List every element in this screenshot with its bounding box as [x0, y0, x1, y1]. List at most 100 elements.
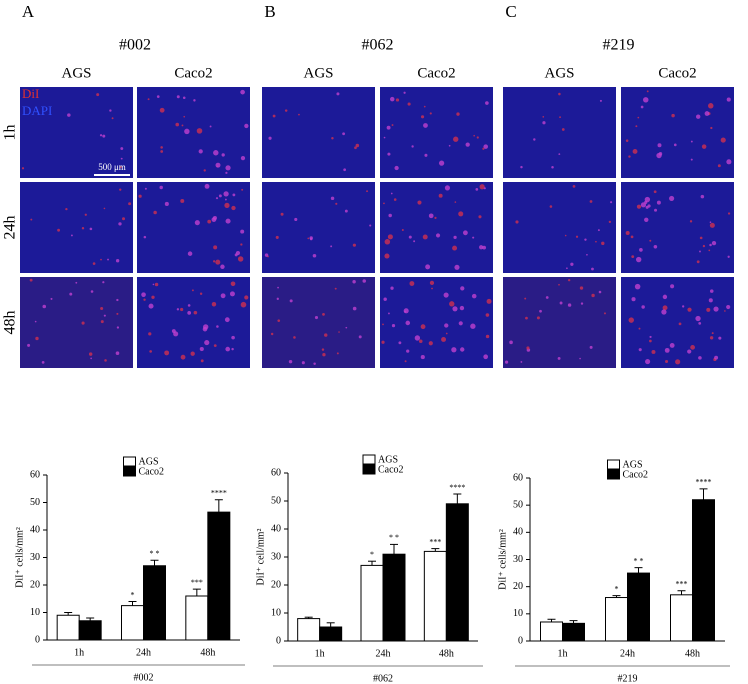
cell-spot: [404, 360, 407, 363]
cell-spot: [462, 230, 468, 236]
cell-spot: [720, 137, 726, 143]
cell-spot: [643, 97, 649, 103]
cell-spot: [152, 283, 155, 286]
cell-spot: [651, 349, 656, 354]
cell-spot: [199, 292, 203, 295]
cell-spot: [638, 327, 641, 330]
cell-spot: [180, 198, 185, 203]
y-tick-label: 30: [271, 551, 281, 562]
cell-spot: [460, 347, 465, 352]
cell-spot: [119, 188, 122, 191]
cell-spot: [420, 355, 425, 360]
cell-spot: [591, 293, 595, 298]
cell-spot: [687, 349, 692, 354]
cell-spot: [413, 240, 416, 243]
cell-spot: [288, 359, 293, 364]
cell-spot: [425, 264, 431, 270]
cell-spot: [444, 323, 449, 328]
cell-spot: [453, 136, 459, 142]
cell-spot: [151, 295, 155, 299]
cell-spot: [386, 125, 391, 130]
bar: [540, 621, 563, 642]
cell-spot: [559, 301, 563, 305]
panel-title: #002: [119, 37, 151, 54]
cell-spot: [294, 217, 298, 222]
cell-spot: [597, 229, 600, 232]
significance: ****: [696, 478, 712, 487]
micrograph: [20, 277, 133, 368]
cell-spot: [120, 147, 124, 150]
cell-spot: [403, 91, 406, 94]
cell-spot: [536, 316, 540, 320]
cell-spot: [276, 297, 279, 300]
cell-spot: [417, 200, 422, 205]
cell-spot: [525, 316, 528, 320]
cell-spot: [120, 157, 123, 160]
cell-spot: [116, 312, 119, 315]
cell-spot: [504, 360, 509, 364]
cell-spot: [103, 314, 106, 317]
cell-spot: [223, 191, 229, 197]
cell-spot: [431, 287, 433, 290]
cell-spot: [669, 195, 675, 202]
cell-spot: [395, 98, 400, 102]
cell-spot: [445, 332, 448, 335]
cell-spot: [212, 215, 217, 221]
y-tick-label: 60: [271, 467, 281, 478]
cell-spot: [603, 312, 606, 315]
cell-spot: [654, 208, 658, 212]
cell-spot: [636, 204, 642, 209]
cell-spot: [675, 359, 681, 365]
cell-spot: [338, 331, 340, 333]
cell-spot: [644, 196, 651, 203]
cell-spot: [452, 245, 458, 251]
cell-spot: [390, 286, 394, 290]
cell-spot: [423, 105, 426, 108]
cell-spot: [645, 359, 651, 365]
cell-spot: [711, 240, 717, 246]
cell-spot: [567, 303, 572, 307]
cell-spot: [160, 146, 163, 149]
cell-spot: [240, 155, 246, 161]
panel-letter: A: [22, 2, 35, 21]
panel-title: #062: [362, 37, 394, 54]
cell-spot: [334, 287, 337, 290]
cell-spot: [207, 219, 212, 224]
column-label: Caco2: [658, 65, 696, 81]
x-tick-label: 1h: [74, 647, 84, 658]
x-axis-label: #219: [618, 673, 638, 684]
cell-spot: [449, 301, 455, 307]
cell-spot: [608, 220, 612, 224]
cell-spot: [90, 357, 92, 360]
cell-spot: [420, 115, 425, 119]
cell-spot: [558, 153, 561, 156]
significance: ***: [676, 580, 688, 589]
micrograph: [503, 277, 616, 368]
cell-spot: [557, 356, 561, 360]
cell-spot: [342, 132, 346, 136]
bar: [382, 553, 406, 642]
cell-spot: [483, 354, 489, 360]
cell-spot: [476, 136, 479, 139]
micrograph: [503, 182, 616, 273]
cell-spot: [153, 210, 157, 215]
cell-spot: [102, 134, 106, 138]
cell-spot: [293, 336, 296, 339]
cell-spot: [355, 143, 360, 148]
cell-spot: [695, 315, 701, 322]
cell-spot: [407, 102, 411, 106]
cell-spot: [403, 308, 409, 314]
micrograph: [621, 87, 734, 178]
cell-spot: [649, 339, 652, 343]
cell-spot: [268, 136, 272, 140]
cell-spot: [709, 336, 714, 340]
cell-spot: [331, 136, 334, 140]
cell-spot: [156, 95, 160, 98]
cell-spot: [92, 262, 96, 265]
cell-spot: [225, 218, 231, 224]
cell-spot: [428, 213, 434, 219]
cell-spot: [122, 217, 126, 221]
cell-spot: [726, 304, 731, 310]
bar: [423, 550, 447, 642]
cell-spot: [599, 99, 602, 102]
